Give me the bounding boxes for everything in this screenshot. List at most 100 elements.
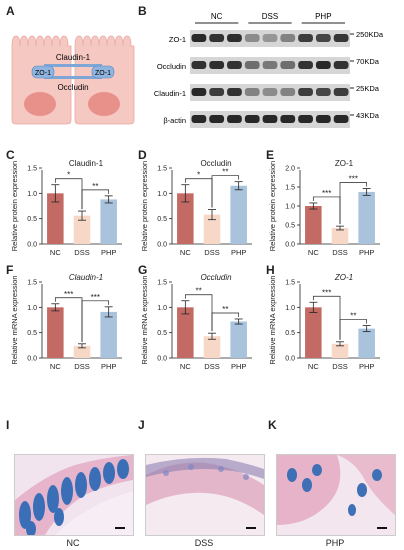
bar-charts: Claudin-1 0.0 0.5 1.0 1.5 Relative protein ex… <box>10 159 380 371</box>
x-tick-label: NC <box>180 248 191 257</box>
x-tick-label: NC <box>50 362 61 371</box>
significance-bracket <box>339 182 368 225</box>
blot-band <box>280 61 296 69</box>
y-tick-label: 1.5 <box>157 280 167 287</box>
significance-label: ** <box>222 168 228 177</box>
western-blot: NC DSS PHP ZO-1 250KDa Occludin 70KDa Claudin-1… <box>140 10 404 135</box>
panel-letter-a: A <box>6 4 15 18</box>
x-tick-label: DSS <box>204 362 219 371</box>
western-blot-svg: NC DSS PHP ZO-1 250KDa Occludin 70KDa Claudin-1… <box>154 12 384 128</box>
x-tick-label: DSS <box>332 248 347 257</box>
bar <box>203 336 221 358</box>
bar <box>177 307 194 358</box>
significance-label: *** <box>322 288 331 297</box>
x-tick-label: PHP <box>359 248 374 257</box>
blot-band <box>244 115 260 123</box>
blot-group-label: NC <box>211 12 223 21</box>
blot-band <box>262 61 278 69</box>
blot-band <box>191 34 207 42</box>
panel-letter-e: E <box>266 148 275 162</box>
x-tick-label: PHP <box>101 248 116 257</box>
bar <box>177 193 194 244</box>
y-tick-label: 1.0 <box>157 305 167 312</box>
significance-label: * <box>67 171 70 180</box>
significance-label: ** <box>92 182 98 191</box>
blot-size-label: 70KDa <box>356 57 380 66</box>
blot-band <box>209 88 225 96</box>
y-tick-label: 0.5 <box>27 216 37 223</box>
histology-label-php: PHP <box>325 538 345 548</box>
blot-band <box>315 115 331 123</box>
y-tick-label: 0.0 <box>157 242 167 249</box>
blot-band <box>280 88 296 96</box>
blot-band <box>298 61 313 69</box>
bar <box>230 185 247 244</box>
blot-group-label: PHP <box>315 12 331 21</box>
chart-title: ZO-1 <box>334 273 353 282</box>
y-tick-label: 1.5 <box>27 166 37 173</box>
zo1-right-box <box>91 65 115 79</box>
x-tick-label: DSS <box>204 248 219 257</box>
y-axis-label: Relative protein expression <box>10 161 19 251</box>
panel-letter-j: J <box>138 418 145 432</box>
panel-letter-k: K <box>268 418 277 432</box>
blot-band <box>191 88 207 96</box>
blot-band <box>244 34 260 42</box>
zo1-right-label: ZO-1 <box>95 70 111 77</box>
chart-title: Occludin <box>200 159 231 168</box>
y-tick-label: 1.0 <box>27 191 37 198</box>
y-tick-label: 0.5 <box>285 223 295 230</box>
blot-band <box>262 88 278 96</box>
y-tick-label: 0.0 <box>27 356 37 363</box>
blot-band <box>333 115 349 123</box>
y-tick-label: 1.0 <box>285 204 295 211</box>
x-tick-label: NC <box>308 362 319 371</box>
blot-size-label: 250KDa <box>356 30 384 39</box>
blot-protein-label: Occludin <box>157 62 186 71</box>
blot-band <box>209 34 225 42</box>
y-axis-label: Relative mRNA expression <box>10 275 19 364</box>
bar <box>73 215 91 244</box>
x-tick-label: PHP <box>101 362 116 371</box>
zo1-left-box <box>31 65 55 79</box>
blot-band <box>298 88 313 96</box>
y-tick-label: 1.5 <box>157 166 167 173</box>
blot-band <box>333 34 349 42</box>
significance-bracket <box>339 319 368 340</box>
bar <box>100 199 117 244</box>
claudin-label: Claudin-1 <box>56 53 91 62</box>
y-tick-label: 1.0 <box>157 191 167 198</box>
y-tick-label: 0.5 <box>27 330 37 337</box>
x-tick-label: NC <box>308 248 319 257</box>
histology-image-php <box>276 454 396 536</box>
blot-band <box>315 34 331 42</box>
significance-bracket <box>81 189 110 210</box>
panel-letter-f: F <box>6 263 14 277</box>
blot-band <box>280 34 296 42</box>
significance-bracket <box>81 300 110 342</box>
x-tick-label: DSS <box>74 248 89 257</box>
blot-band <box>280 115 296 123</box>
panel-letter-h: H <box>266 263 275 277</box>
zo1-left-label: ZO-1 <box>35 70 51 77</box>
junction-strand-top <box>44 64 102 67</box>
y-tick-label: 0.0 <box>285 242 295 249</box>
blot-band <box>298 115 313 123</box>
blot-band <box>262 115 278 123</box>
bar <box>305 307 322 358</box>
y-tick-label: 0.5 <box>157 216 167 223</box>
blot-group-label: DSS <box>262 12 278 21</box>
y-axis-label: Relative protein expression <box>268 161 277 251</box>
panel-letter-g: G <box>138 263 148 277</box>
bar <box>230 321 247 358</box>
blot-band <box>227 88 242 96</box>
scale-bar-php <box>377 527 387 529</box>
y-tick-label: 1.5 <box>27 280 37 287</box>
blot-band <box>333 61 349 69</box>
y-tick-label: 0.5 <box>285 330 295 337</box>
bar <box>203 214 221 244</box>
chart-title: Claudin-1 <box>69 273 103 282</box>
x-tick-label: NC <box>180 362 191 371</box>
bar <box>47 193 64 244</box>
blot-band <box>209 115 225 123</box>
